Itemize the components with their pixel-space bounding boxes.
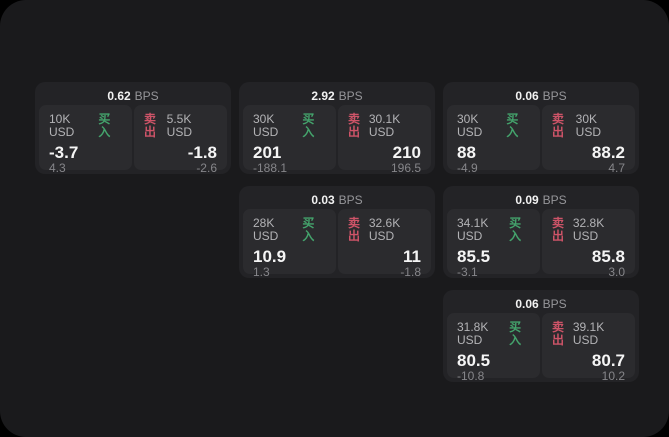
bps-unit: BPS xyxy=(542,296,567,311)
buy-size: 28K USD xyxy=(253,216,279,243)
sell-size: 30K USD xyxy=(575,112,602,139)
sell-price: 88.2 xyxy=(591,143,625,162)
sell-tile[interactable]: 卖出 32.8K USD 85.8 3.0 xyxy=(542,209,635,279)
buy-tag: 买入 xyxy=(98,112,111,139)
buy-tag: 买入 xyxy=(506,112,519,139)
buy-tile[interactable]: 34.1K USD 买入 85.5 -3.1 xyxy=(447,209,540,279)
card-body: 34.1K USD 买入 85.5 -3.1 卖出 32.8K USD 85.8… xyxy=(447,209,635,279)
bps-unit: BPS xyxy=(134,88,159,103)
buy-price: 80.5 xyxy=(457,351,491,370)
buy-size: 30K USD xyxy=(457,112,483,139)
sell-delta: 3.0 xyxy=(608,265,625,279)
sell-size: 39.1K USD xyxy=(572,320,605,347)
bps-value: 2.92 xyxy=(311,88,335,103)
card-body: 30K USD 买入 201 -188.1 卖出 30.1K USD 210 1… xyxy=(243,105,431,175)
sell-delta: -2.6 xyxy=(196,161,217,175)
card-header: 0.62 BPS xyxy=(39,86,227,105)
buy-size: 10K USD xyxy=(49,112,75,139)
quote-card: 0.62 BPS 10K USD 买入 -3.7 4.3 卖出 5.5K USD xyxy=(35,82,231,175)
quote-card: 0.06 BPS 30K USD 买入 88 -4.9 卖出 30K USD xyxy=(443,82,639,175)
card-header: 2.92 BPS xyxy=(243,86,431,105)
sell-tag: 卖出 xyxy=(552,216,565,243)
bps-unit: BPS xyxy=(338,88,363,103)
buy-delta: -10.8 xyxy=(457,369,485,383)
sell-delta: 10.2 xyxy=(601,369,625,383)
buy-tag: 买入 xyxy=(302,112,315,139)
card-header: 0.03 BPS xyxy=(243,190,431,209)
buy-price: 85.5 xyxy=(457,247,491,266)
buy-price: -3.7 xyxy=(49,143,79,162)
sell-tag: 卖出 xyxy=(348,216,361,243)
buy-tag: 买入 xyxy=(509,320,522,347)
card-body: 31.8K USD 买入 80.5 -10.8 卖出 39.1K USD 80.… xyxy=(447,313,635,383)
card-body: 10K USD 买入 -3.7 4.3 卖出 5.5K USD -1.8 -2.… xyxy=(39,105,227,175)
bps-unit: BPS xyxy=(542,192,567,207)
buy-delta: 4.3 xyxy=(49,161,66,175)
card-header: 0.06 BPS xyxy=(447,86,635,105)
buy-delta: -4.9 xyxy=(457,161,478,175)
sell-size: 32.6K USD xyxy=(368,216,401,243)
sell-size: 5.5K USD xyxy=(166,112,192,139)
sell-size: 32.8K USD xyxy=(572,216,605,243)
sell-tile[interactable]: 卖出 5.5K USD -1.8 -2.6 xyxy=(134,105,227,175)
sell-price: 80.7 xyxy=(591,351,625,370)
buy-size: 34.1K USD xyxy=(457,216,489,243)
sell-tag: 卖出 xyxy=(552,112,565,139)
bps-value: 0.09 xyxy=(515,192,539,207)
buy-tile[interactable]: 30K USD 买入 201 -188.1 xyxy=(243,105,336,175)
buy-tile[interactable]: 28K USD 买入 10.9 1.3 xyxy=(243,209,336,279)
buy-tile[interactable]: 30K USD 买入 88 -4.9 xyxy=(447,105,540,175)
sell-price: 85.8 xyxy=(591,247,625,266)
sell-price: 210 xyxy=(392,143,421,162)
sell-delta: -1.8 xyxy=(400,265,421,279)
bps-value: 0.06 xyxy=(515,88,539,103)
quote-card: 0.03 BPS 28K USD 买入 10.9 1.3 卖出 32.6K US… xyxy=(239,186,435,279)
buy-tag: 买入 xyxy=(302,216,315,243)
sell-delta: 196.5 xyxy=(390,161,421,175)
sell-tag: 卖出 xyxy=(552,320,565,347)
bps-unit: BPS xyxy=(542,88,567,103)
buy-delta: -188.1 xyxy=(253,161,288,175)
quote-grid: 0.62 BPS 10K USD 买入 -3.7 4.3 卖出 5.5K USD xyxy=(35,82,639,383)
card-body: 30K USD 买入 88 -4.9 卖出 30K USD 88.2 4.7 xyxy=(447,105,635,175)
sell-delta: 4.7 xyxy=(608,161,625,175)
buy-size: 30K USD xyxy=(253,112,279,139)
bps-unit: BPS xyxy=(338,192,363,207)
sell-tile[interactable]: 卖出 30K USD 88.2 4.7 xyxy=(542,105,635,175)
sell-tag: 卖出 xyxy=(144,112,157,139)
bps-value: 0.62 xyxy=(107,88,131,103)
quote-card: 2.92 BPS 30K USD 买入 201 -188.1 卖出 30.1K … xyxy=(239,82,435,175)
sell-price: 11 xyxy=(403,247,421,266)
sell-tile[interactable]: 卖出 30.1K USD 210 196.5 xyxy=(338,105,431,175)
quote-card: 0.06 BPS 31.8K USD 买入 80.5 -10.8 卖出 39.1… xyxy=(443,290,639,383)
card-header: 0.09 BPS xyxy=(447,190,635,209)
buy-price: 88 xyxy=(457,143,476,162)
buy-delta: -3.1 xyxy=(457,265,478,279)
sell-tag: 卖出 xyxy=(348,112,361,139)
quote-card: 0.09 BPS 34.1K USD 买入 85.5 -3.1 卖出 32.8K… xyxy=(443,186,639,279)
buy-price: 10.9 xyxy=(253,247,287,266)
sell-tile[interactable]: 卖出 32.6K USD 11 -1.8 xyxy=(338,209,431,279)
buy-delta: 1.3 xyxy=(253,265,270,279)
card-body: 28K USD 买入 10.9 1.3 卖出 32.6K USD 11 -1.8 xyxy=(243,209,431,279)
buy-price: 201 xyxy=(253,143,282,162)
sell-size: 30.1K USD xyxy=(368,112,401,139)
sell-tile[interactable]: 卖出 39.1K USD 80.7 10.2 xyxy=(542,313,635,383)
card-header: 0.06 BPS xyxy=(447,294,635,313)
buy-size: 31.8K USD xyxy=(457,320,489,347)
buy-tile[interactable]: 10K USD 买入 -3.7 4.3 xyxy=(39,105,132,175)
buy-tile[interactable]: 31.8K USD 买入 80.5 -10.8 xyxy=(447,313,540,383)
sell-price: -1.8 xyxy=(187,143,217,162)
buy-tag: 买入 xyxy=(509,216,522,243)
bps-value: 0.03 xyxy=(311,192,335,207)
bps-value: 0.06 xyxy=(515,296,539,311)
